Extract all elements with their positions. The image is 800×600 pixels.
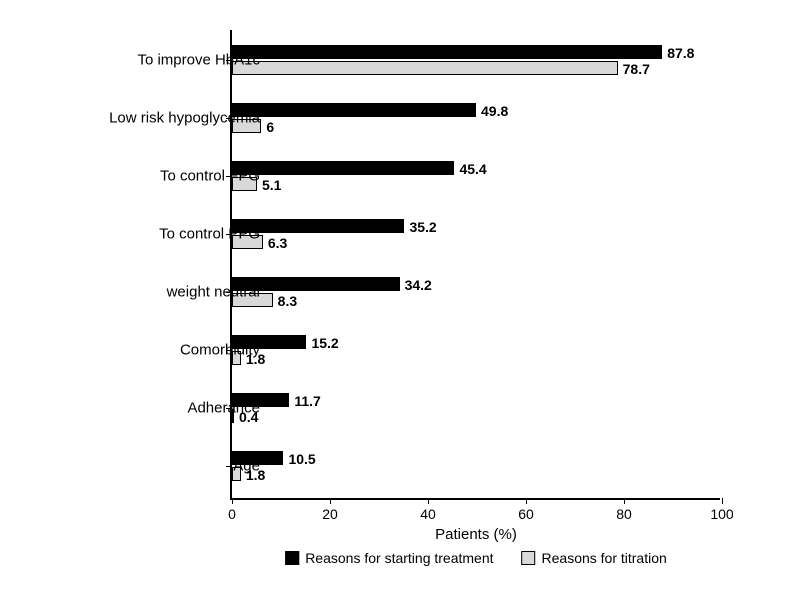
- bar-value-label: 11.7: [288, 394, 320, 408]
- bar-value-label: 87.8: [661, 46, 694, 60]
- bar-value-label: 45.4: [453, 162, 486, 176]
- bar-value-label: 8.3: [272, 294, 297, 308]
- bar-titration: 78.7: [232, 61, 618, 75]
- bar-starting-treatment: 45.4: [232, 161, 454, 175]
- bar-value-label: 6.3: [262, 236, 287, 250]
- x-tick-label: 0: [228, 506, 236, 522]
- x-tick: [428, 498, 429, 504]
- chart-container: Patients (%) Reasons for starting treatm…: [60, 20, 760, 580]
- bar-value-label: 15.2: [305, 336, 338, 350]
- bar-starting-treatment: 49.8: [232, 103, 476, 117]
- x-tick: [232, 498, 233, 504]
- x-axis-title: Patients (%): [435, 526, 517, 543]
- x-tick: [526, 498, 527, 504]
- plot-area: Patients (%) Reasons for starting treatm…: [230, 30, 720, 500]
- y-category-label: To control PPG: [100, 226, 260, 243]
- x-tick: [624, 498, 625, 504]
- x-tick-label: 100: [710, 506, 733, 522]
- legend-item-titration: Reasons for titration: [522, 550, 667, 566]
- legend-label-secondary: Reasons for titration: [542, 550, 667, 566]
- legend-label-primary: Reasons for starting treatment: [305, 550, 493, 566]
- y-category-label: To improve HbA1c: [100, 52, 260, 69]
- bar-value-label: 78.7: [617, 62, 650, 76]
- x-tick: [722, 498, 723, 504]
- legend-swatch-secondary: [522, 551, 536, 565]
- legend: Reasons for starting treatment Reasons f…: [285, 550, 667, 566]
- y-category-label: Comorbidity: [100, 342, 260, 359]
- x-tick: [330, 498, 331, 504]
- bar-value-label: 34.2: [399, 278, 432, 292]
- y-category-label: weight neutral: [100, 284, 260, 301]
- bar-value-label: 6: [260, 120, 274, 134]
- bar-value-label: 49.8: [475, 104, 508, 118]
- x-tick-label: 20: [322, 506, 338, 522]
- y-category-label: Age: [100, 458, 260, 475]
- y-category-label: Adherance: [100, 400, 260, 417]
- legend-swatch-primary: [285, 551, 299, 565]
- bar-value-label: 10.5: [282, 452, 315, 466]
- bar-value-label: 35.2: [403, 220, 436, 234]
- x-tick-label: 80: [616, 506, 632, 522]
- y-category-label: To control FPG: [100, 168, 260, 185]
- legend-item-starting-treatment: Reasons for starting treatment: [285, 550, 493, 566]
- y-category-label: Low risk hypoglycemia: [100, 110, 260, 127]
- bar-starting-treatment: 87.8: [232, 45, 662, 59]
- x-tick-label: 40: [420, 506, 436, 522]
- x-tick-label: 60: [518, 506, 534, 522]
